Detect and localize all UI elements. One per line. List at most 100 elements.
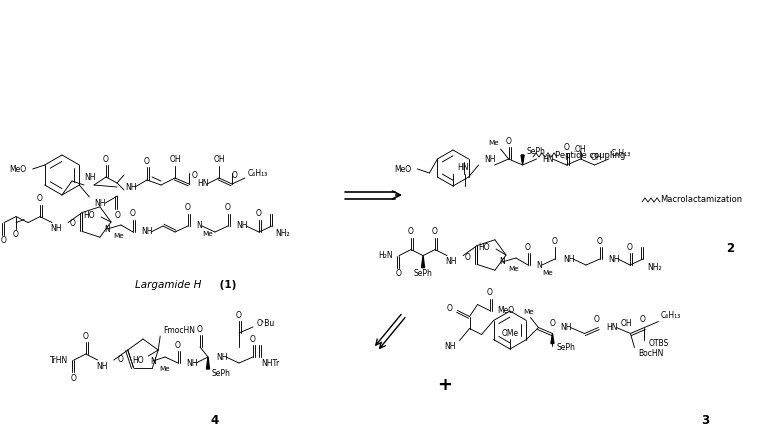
Text: O: O bbox=[13, 230, 19, 239]
Text: NH: NH bbox=[94, 199, 106, 208]
Polygon shape bbox=[206, 357, 210, 369]
Text: N: N bbox=[196, 221, 202, 230]
Text: O: O bbox=[408, 227, 414, 236]
Text: Me: Me bbox=[113, 233, 124, 239]
Text: NH: NH bbox=[125, 182, 136, 191]
Text: O: O bbox=[487, 288, 492, 297]
Text: FmocHN: FmocHN bbox=[164, 326, 196, 335]
Text: O: O bbox=[432, 227, 438, 236]
Text: NH₂: NH₂ bbox=[647, 262, 661, 271]
Text: C₆H₁₃: C₆H₁₃ bbox=[248, 169, 268, 178]
Text: O: O bbox=[70, 219, 76, 228]
Text: O: O bbox=[640, 315, 645, 324]
Text: O: O bbox=[144, 157, 150, 166]
Text: NH: NH bbox=[608, 255, 619, 264]
Text: 3: 3 bbox=[701, 414, 709, 427]
Text: O: O bbox=[225, 203, 231, 212]
Text: NH: NH bbox=[446, 257, 457, 266]
Text: NH: NH bbox=[444, 342, 456, 351]
Text: O: O bbox=[232, 171, 238, 179]
Text: HN: HN bbox=[543, 154, 554, 163]
Text: TrHN: TrHN bbox=[50, 356, 68, 365]
Text: NH: NH bbox=[216, 353, 227, 362]
Text: SePh: SePh bbox=[414, 269, 432, 278]
Text: Me: Me bbox=[508, 266, 519, 272]
Text: Me: Me bbox=[488, 140, 499, 146]
Text: NH: NH bbox=[141, 227, 153, 236]
Text: O: O bbox=[115, 211, 120, 219]
Text: (1): (1) bbox=[216, 280, 236, 290]
Text: C₆H₁₃: C₆H₁₃ bbox=[611, 148, 631, 157]
Text: HN: HN bbox=[607, 323, 618, 332]
Text: O: O bbox=[506, 136, 512, 145]
Text: O: O bbox=[71, 374, 76, 383]
Text: O: O bbox=[396, 269, 402, 278]
Text: N: N bbox=[536, 261, 541, 270]
Text: OᵗBu: OᵗBu bbox=[257, 319, 275, 328]
Text: OH: OH bbox=[213, 156, 225, 165]
Text: O: O bbox=[250, 335, 256, 344]
Text: O: O bbox=[1, 236, 7, 245]
Text: NH: NH bbox=[186, 359, 198, 368]
Text: O: O bbox=[564, 142, 569, 151]
Text: SePh: SePh bbox=[212, 369, 231, 378]
Polygon shape bbox=[421, 255, 425, 267]
Text: NH₂: NH₂ bbox=[275, 230, 290, 239]
Text: O: O bbox=[192, 171, 198, 179]
Text: MeO: MeO bbox=[9, 166, 26, 175]
Text: O: O bbox=[37, 194, 43, 203]
Text: N: N bbox=[499, 258, 505, 267]
Text: O: O bbox=[465, 252, 471, 261]
Text: O: O bbox=[83, 332, 89, 341]
Text: OTBS: OTBS bbox=[648, 339, 668, 348]
Text: HO: HO bbox=[83, 211, 95, 219]
Text: OH: OH bbox=[590, 153, 602, 162]
Text: Me: Me bbox=[202, 231, 213, 237]
Text: Macrolactamization: Macrolactamization bbox=[660, 196, 742, 205]
Text: O: O bbox=[130, 209, 136, 218]
Text: O: O bbox=[594, 315, 599, 324]
Text: O: O bbox=[446, 304, 453, 313]
Text: O: O bbox=[549, 319, 555, 328]
Text: HO: HO bbox=[132, 356, 144, 365]
Text: O: O bbox=[103, 154, 109, 163]
Text: NH: NH bbox=[51, 224, 62, 233]
Text: NH: NH bbox=[485, 154, 496, 163]
Text: Largamide H: Largamide H bbox=[135, 280, 201, 290]
Text: O: O bbox=[185, 203, 191, 212]
Text: O: O bbox=[552, 237, 558, 246]
Text: C₆H₁₃: C₆H₁₃ bbox=[661, 311, 681, 320]
Text: H₂N: H₂N bbox=[379, 251, 393, 260]
Text: N: N bbox=[104, 224, 110, 233]
Text: NH: NH bbox=[84, 172, 96, 181]
Text: OMe: OMe bbox=[502, 329, 519, 338]
Text: SePh: SePh bbox=[527, 147, 545, 156]
Text: O: O bbox=[525, 243, 531, 252]
Text: NH: NH bbox=[560, 323, 572, 332]
Text: O: O bbox=[597, 237, 603, 246]
Text: +: + bbox=[438, 376, 453, 394]
Text: Peptide coupling: Peptide coupling bbox=[555, 150, 626, 160]
Text: SePh: SePh bbox=[556, 343, 576, 352]
Text: OH: OH bbox=[621, 319, 633, 328]
Text: MeO: MeO bbox=[498, 306, 515, 315]
Text: O: O bbox=[256, 209, 262, 218]
Text: Me: Me bbox=[523, 308, 534, 314]
Text: HN: HN bbox=[197, 179, 209, 188]
Text: Me: Me bbox=[542, 270, 553, 276]
Text: NH: NH bbox=[97, 362, 108, 371]
Text: O: O bbox=[175, 341, 181, 350]
Text: HN: HN bbox=[457, 163, 468, 172]
Text: N: N bbox=[150, 356, 156, 366]
Polygon shape bbox=[551, 334, 554, 344]
Text: Me: Me bbox=[159, 366, 170, 372]
Polygon shape bbox=[521, 155, 524, 165]
Text: O: O bbox=[627, 243, 633, 252]
Text: O: O bbox=[236, 310, 242, 319]
Text: NH: NH bbox=[563, 255, 574, 264]
Text: MeO: MeO bbox=[394, 165, 411, 173]
Text: HO: HO bbox=[478, 243, 490, 252]
Text: BocHN: BocHN bbox=[639, 349, 664, 358]
Text: 2: 2 bbox=[726, 242, 734, 255]
Text: OH: OH bbox=[575, 144, 587, 154]
